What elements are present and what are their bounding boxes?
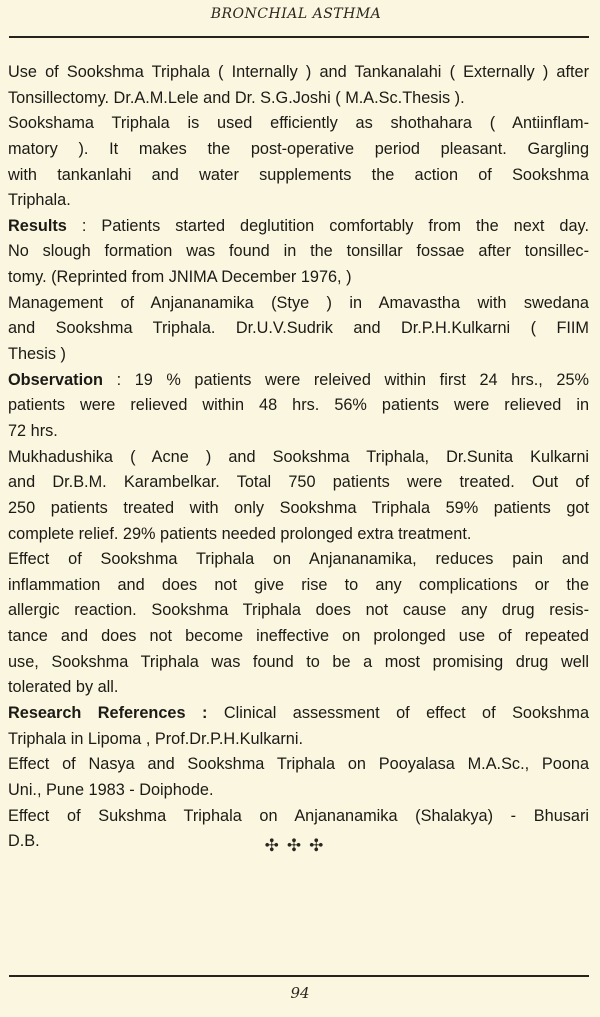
paragraph: Research References : Clinical assessmen…	[8, 701, 589, 752]
paragraph: Use of Sookshma Triphala ( Internally ) …	[8, 60, 589, 111]
line-text: Effect of Sukshma Triphala on Anjananami…	[8, 806, 589, 825]
text-line: tance and does not become ineffective on…	[8, 624, 589, 650]
line-text: Mukhadushika ( Acne ) and Sookshma Triph…	[8, 447, 589, 466]
paragraph: Effect of Nasya and Sookshma Triphala on…	[8, 752, 589, 803]
line-text: matory ). It makes the post-operative pe…	[8, 139, 589, 158]
line-text: Uni., Pune 1983 - Doiphode.	[8, 780, 214, 799]
line-text: inflammation and does not give rise to a…	[8, 575, 589, 594]
text-line: No slough formation was found in the ton…	[8, 239, 589, 265]
line-text: tance and does not become ineffective on…	[8, 627, 589, 646]
text-line: complete relief. 29% patients needed pro…	[8, 522, 589, 548]
text-line: matory ). It makes the post-operative pe…	[8, 137, 589, 163]
text-line: 72 hrs.	[8, 419, 589, 445]
paragraph-heading: Results	[8, 216, 67, 235]
line-text: Management of Anjananamika (Stye ) in Am…	[8, 293, 589, 312]
text-line: Tonsillectomy. Dr.A.M.Lele and Dr. S.G.J…	[8, 86, 589, 112]
line-text: Use of Sookshma Triphala ( Internally ) …	[8, 63, 589, 81]
line-text: No slough formation was found in the ton…	[8, 242, 589, 261]
line-text: Effect of Nasya and Sookshma Triphala on…	[8, 755, 589, 774]
text-line: D.B.	[8, 829, 589, 855]
line-text: tolerated by all.	[8, 678, 119, 697]
line-text: allergic reaction. Sookshma Triphala doe…	[8, 601, 589, 620]
line-text: complete relief. 29% patients needed pro…	[8, 524, 472, 543]
text-line: patients were relieved within 48 hrs. 56…	[8, 393, 589, 419]
line-text: Triphala in Lipoma , Prof.Dr.P.H.Kulkarn…	[8, 729, 304, 748]
text-line: tolerated by all.	[8, 675, 589, 701]
text-line: tomy. (Reprinted from JNIMA December 197…	[8, 265, 589, 291]
line-text: Triphala.	[8, 191, 71, 210]
text-line: allergic reaction. Sookshma Triphala doe…	[8, 598, 589, 624]
page-number: 94	[290, 984, 310, 1002]
line-text: Tonsillectomy. Dr.A.M.Lele and Dr. S.G.J…	[8, 88, 465, 107]
line-text: and Sookshma Triphala. Dr.U.V.Sudrik and…	[8, 319, 589, 338]
text-line: Results : Patients started deglutition c…	[8, 214, 589, 240]
text-line: Mukhadushika ( Acne ) and Sookshma Triph…	[8, 445, 589, 471]
line-text: Sookshama Triphala is used efficiently a…	[8, 114, 589, 133]
line-text: patients were relieved within 48 hrs. 56…	[8, 396, 589, 415]
line-text: 250 patients treated with only Sookshma …	[8, 498, 589, 517]
text-line: and Sookshma Triphala. Dr.U.V.Sudrik and…	[8, 316, 589, 342]
body-text: Use of Sookshma Triphala ( Internally ) …	[8, 60, 589, 855]
paragraph: Results : Patients started deglutition c…	[8, 214, 589, 291]
line-text: and Dr.B.M. Karambelkar. Total 750 patie…	[8, 473, 589, 492]
paragraph: Sookshama Triphala is used efficiently a…	[8, 111, 589, 214]
line-text: D.B.	[8, 832, 40, 851]
text-line: Triphala.	[8, 188, 589, 214]
text-line: Effect of Nasya and Sookshma Triphala on…	[8, 752, 589, 778]
text-line: Observation : 19 % patients were releive…	[8, 368, 589, 394]
text-line: use, Sookshma Triphala was found to be a…	[8, 650, 589, 676]
line-text: Thesis )	[8, 345, 66, 364]
paragraph: Observation : 19 % patients were releive…	[8, 368, 589, 445]
line-text: Effect of Sookshma Triphala on Anjananam…	[8, 550, 589, 569]
text-line: with tankanlahi and water supplements th…	[8, 163, 589, 189]
paragraph: Effect of Sukshma Triphala on Anjananami…	[8, 804, 589, 855]
text-line: Uni., Pune 1983 - Doiphode.	[8, 778, 589, 804]
header-rule	[9, 36, 589, 38]
text-line: Triphala in Lipoma , Prof.Dr.P.H.Kulkarn…	[8, 727, 589, 753]
text-line: and Dr.B.M. Karambelkar. Total 750 patie…	[8, 470, 589, 496]
paragraph-heading: Research References :	[8, 704, 208, 723]
line-text: : 19 % patients were releived within fir…	[103, 370, 589, 389]
text-line: Sookshama Triphala is used efficiently a…	[8, 111, 589, 137]
footer-rule	[9, 975, 589, 977]
text-line: 250 patients treated with only Sookshma …	[8, 496, 589, 522]
text-line: Thesis )	[8, 342, 589, 368]
line-text: 72 hrs.	[8, 421, 58, 440]
line-text: Clinical assessment of effect of Sookshm…	[207, 704, 589, 723]
text-line: inflammation and does not give rise to a…	[8, 573, 589, 599]
paragraph-heading: Observation	[8, 370, 104, 389]
line-text: : Patients started deglutition comfortab…	[66, 216, 589, 235]
line-text: tomy. (Reprinted from JNIMA December 197…	[8, 268, 352, 287]
text-line: Use of Sookshma Triphala ( Internally ) …	[8, 60, 589, 86]
text-line: Research References : Clinical assessmen…	[8, 701, 589, 727]
section-end-ornament: ✣✣✣	[264, 836, 332, 855]
paragraph: Effect of Sookshma Triphala on Anjananam…	[8, 547, 589, 701]
text-line: Effect of Sookshma Triphala on Anjananam…	[8, 547, 589, 573]
line-text: use, Sookshma Triphala was found to be a…	[8, 652, 589, 671]
running-head-title: BRONCHIAL ASTHMA	[210, 6, 382, 22]
paragraph: Mukhadushika ( Acne ) and Sookshma Triph…	[8, 445, 589, 548]
text-line: Management of Anjananamika (Stye ) in Am…	[8, 291, 589, 317]
line-text: with tankanlahi and water supplements th…	[8, 165, 589, 184]
text-line: Effect of Sukshma Triphala on Anjananami…	[8, 804, 589, 830]
paragraph: Management of Anjananamika (Stye ) in Am…	[8, 291, 589, 368]
